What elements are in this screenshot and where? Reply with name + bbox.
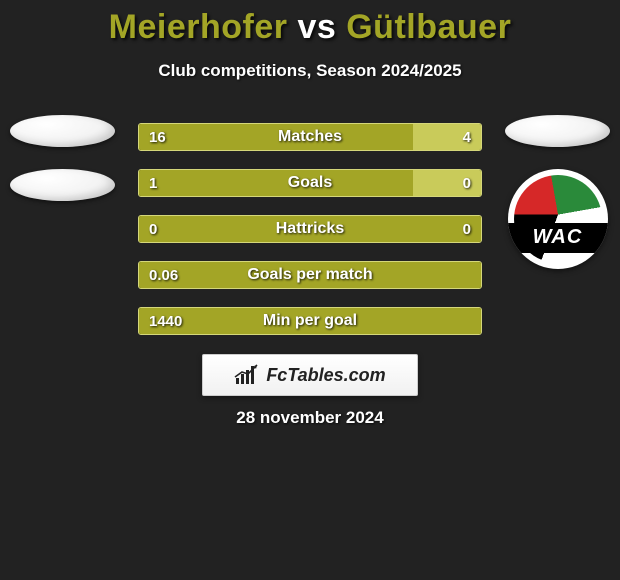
brand-box: FcTables.com — [202, 354, 418, 396]
club-crest-placeholder — [10, 115, 115, 147]
stat-row: Goals10 — [138, 169, 482, 197]
stat-seg-left — [139, 216, 481, 242]
date-label: 28 november 2024 — [0, 408, 620, 428]
stat-seg-left — [139, 170, 413, 196]
left-logos — [5, 115, 120, 201]
stat-row: Min per goal1440 — [138, 307, 482, 335]
vs-separator: vs — [297, 8, 336, 46]
club-crest-placeholder — [505, 115, 610, 147]
stat-seg-left — [139, 262, 481, 288]
club-crest-wac — [508, 169, 608, 269]
stat-row: Hattricks00 — [138, 215, 482, 243]
stat-seg-right — [413, 124, 481, 150]
stat-row: Matches164 — [138, 123, 482, 151]
club-crest-placeholder — [10, 169, 115, 201]
stat-seg-left — [139, 308, 481, 334]
right-logos — [500, 115, 615, 269]
chart-icon — [234, 364, 260, 386]
subtitle: Club competitions, Season 2024/2025 — [0, 61, 620, 81]
player1-name: Meierhofer — [109, 8, 288, 46]
stat-row: Goals per match0.06 — [138, 261, 482, 289]
stat-bars: Matches164 Goals10 Hattricks00 Goals per ma… — [138, 123, 482, 335]
brand-text: FcTables.com — [266, 365, 385, 386]
player2-name: Gütlbauer — [346, 8, 511, 46]
comparison-title: Meierhofer vs Gütlbauer — [0, 0, 620, 47]
stat-seg-right — [413, 170, 481, 196]
stat-seg-left — [139, 124, 413, 150]
